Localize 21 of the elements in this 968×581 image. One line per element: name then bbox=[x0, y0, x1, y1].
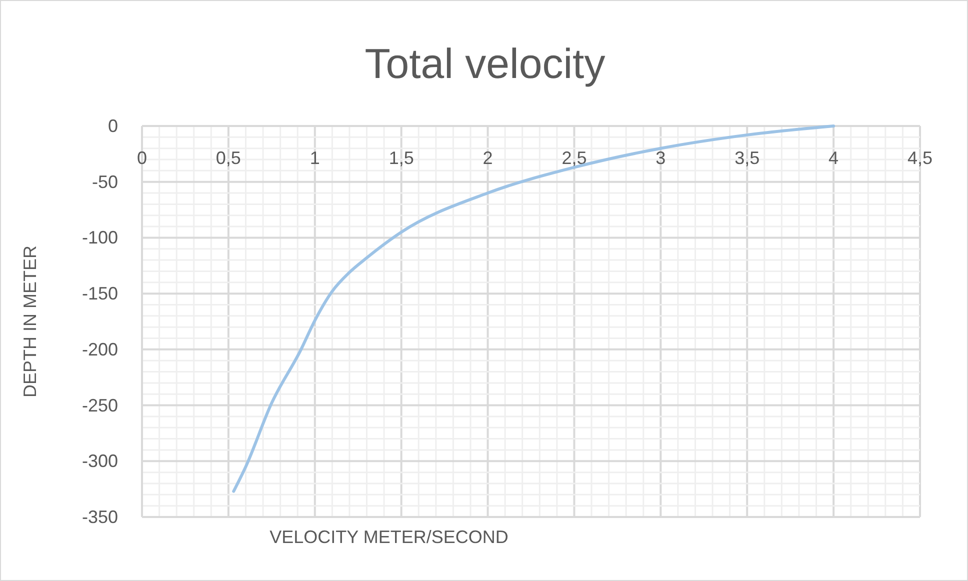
y-tick-label: -50 bbox=[92, 172, 118, 192]
y-tick-label: -100 bbox=[82, 228, 118, 248]
x-axis-title: VELOCITY METER/SECOND bbox=[270, 527, 508, 547]
y-tick-label: -200 bbox=[82, 339, 118, 360]
chart-title: Total velocity bbox=[364, 40, 606, 87]
y-tick-label: -250 bbox=[82, 395, 118, 416]
x-tick-label: 4 bbox=[828, 148, 839, 168]
x-tick-label: 1,5 bbox=[388, 148, 414, 168]
y-tick-label: -150 bbox=[82, 284, 118, 304]
x-tick-label: 0,5 bbox=[216, 148, 241, 168]
y-tick-label: 0 bbox=[108, 116, 118, 136]
x-tick-label: 4,5 bbox=[907, 148, 933, 168]
y-tick-label: -300 bbox=[82, 451, 118, 472]
y-tick-label: -350 bbox=[82, 507, 118, 527]
y-axis-title: DEPTH IN METER bbox=[20, 245, 40, 398]
x-tick-label: 3,5 bbox=[734, 148, 760, 168]
x-tick-label: 3 bbox=[656, 148, 666, 168]
x-tick-label: 0 bbox=[136, 148, 148, 168]
x-tick-label: 2,5 bbox=[562, 148, 587, 168]
x-tick-label: 1 bbox=[310, 148, 320, 168]
x-tick-label: 2 bbox=[482, 148, 493, 168]
